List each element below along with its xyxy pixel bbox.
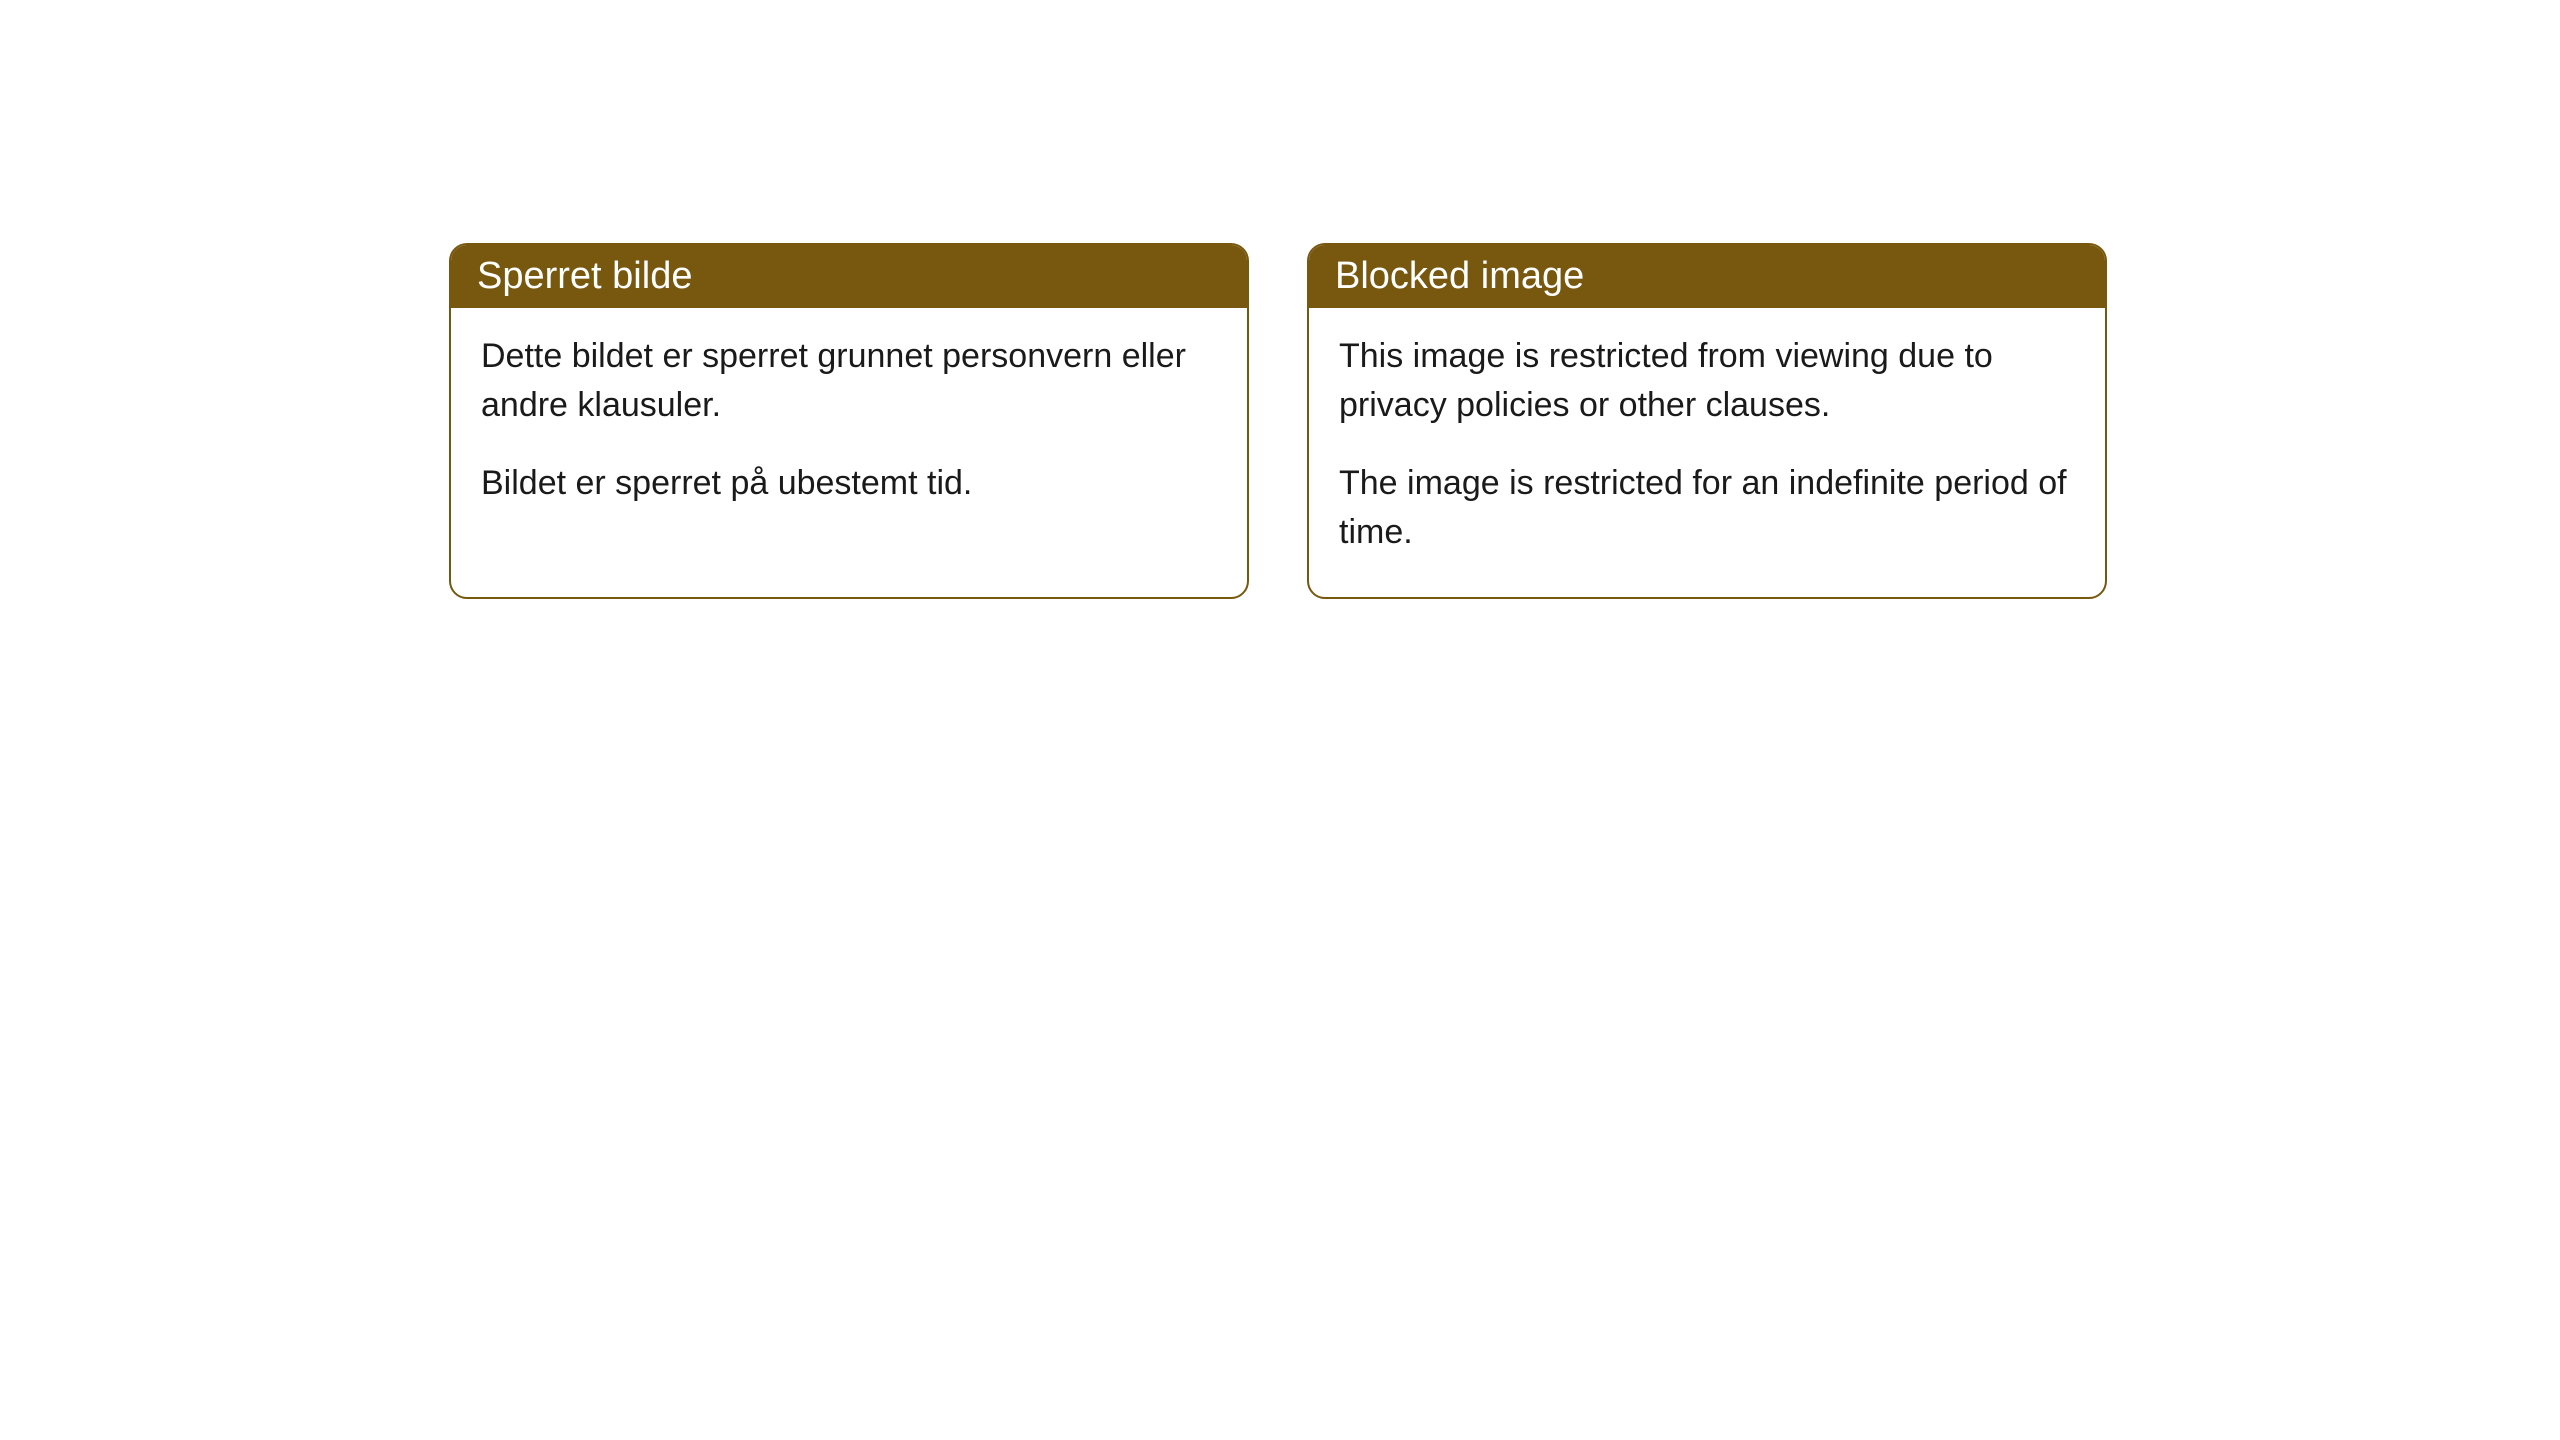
notice-cards-container: Sperret bilde Dette bildet er sperret gr… <box>449 243 2107 599</box>
card-paragraph: Dette bildet er sperret grunnet personve… <box>481 332 1217 431</box>
card-header: Sperret bilde <box>451 245 1247 308</box>
card-paragraph: The image is restricted for an indefinit… <box>1339 459 2075 558</box>
card-paragraph: Bildet er sperret på ubestemt tid. <box>481 459 1217 508</box>
card-title: Blocked image <box>1335 255 1584 297</box>
notice-card-norwegian: Sperret bilde Dette bildet er sperret gr… <box>449 243 1249 599</box>
card-header: Blocked image <box>1309 245 2105 308</box>
card-title: Sperret bilde <box>477 255 692 297</box>
card-body: This image is restricted from viewing du… <box>1309 308 2105 597</box>
card-paragraph: This image is restricted from viewing du… <box>1339 332 2075 431</box>
card-body: Dette bildet er sperret grunnet personve… <box>451 308 1247 548</box>
notice-card-english: Blocked image This image is restricted f… <box>1307 243 2107 599</box>
